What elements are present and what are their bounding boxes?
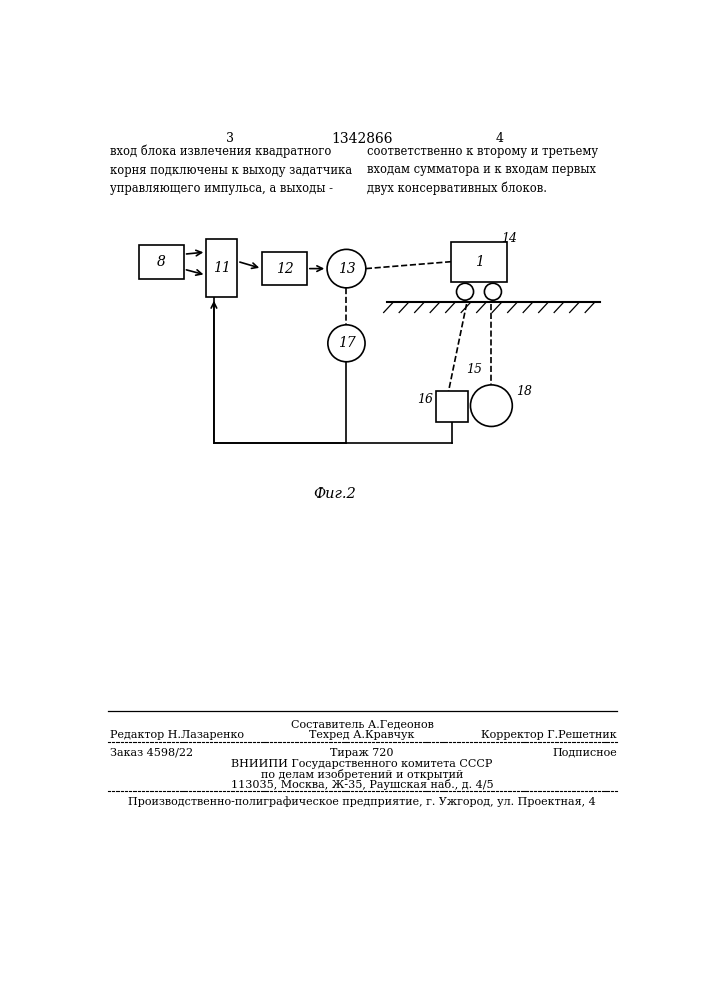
Text: 13: 13 [337, 262, 356, 276]
Bar [206, 239, 237, 297]
Text: Корректор Г.Решетник: Корректор Г.Решетник [481, 730, 617, 740]
Circle shape [470, 385, 513, 426]
Bar [436, 391, 468, 422]
Circle shape [484, 283, 501, 300]
Text: 12: 12 [276, 262, 293, 276]
Bar [139, 245, 184, 279]
Text: 3: 3 [226, 132, 234, 145]
Text: Фиг.2: Фиг.2 [313, 487, 356, 501]
Text: 113035, Москва, Ж-35, Раушская наб., д. 4/5: 113035, Москва, Ж-35, Раушская наб., д. … [230, 779, 493, 790]
Text: Подписное: Подписное [552, 748, 617, 758]
Text: 17: 17 [337, 336, 356, 350]
Text: 8: 8 [157, 255, 165, 269]
Text: 1: 1 [474, 255, 484, 269]
Text: Техред А.Кравчук: Техред А.Кравчук [309, 730, 414, 740]
Text: Составитель А.Гедеонов: Составитель А.Гедеонов [291, 719, 433, 729]
Text: Заказ 4598/22: Заказ 4598/22 [110, 748, 193, 758]
Text: 16: 16 [417, 393, 433, 406]
Text: Тираж 720: Тираж 720 [330, 748, 394, 758]
Circle shape [328, 325, 365, 362]
Text: 11: 11 [213, 261, 230, 275]
Text: соответственно к второму и третьему
входам сумматора и к входам первых
двух конс: соответственно к второму и третьему вход… [368, 145, 599, 195]
Text: 4: 4 [495, 132, 503, 145]
Text: Редактор Н.Лазаренко: Редактор Н.Лазаренко [110, 730, 244, 740]
Circle shape [327, 249, 366, 288]
Text: ВНИИПИ Государственного комитета СССР: ВНИИПИ Государственного комитета СССР [231, 759, 493, 769]
Bar [262, 252, 307, 285]
Bar [451, 242, 507, 282]
Text: по делам изобретений и открытий: по делам изобретений и открытий [261, 769, 463, 780]
Text: 15: 15 [466, 363, 481, 376]
Circle shape [457, 283, 474, 300]
Text: 14: 14 [501, 232, 517, 245]
Text: вход блока извлечения квадратного
корня подключены к выходу задатчика
управляюще: вход блока извлечения квадратного корня … [110, 145, 352, 195]
Text: Производственно-полиграфическое предприятие, г. Ужгород, ул. Проектная, 4: Производственно-полиграфическое предприя… [128, 796, 596, 807]
Text: 18: 18 [516, 385, 532, 398]
Text: 1342866: 1342866 [331, 132, 392, 146]
